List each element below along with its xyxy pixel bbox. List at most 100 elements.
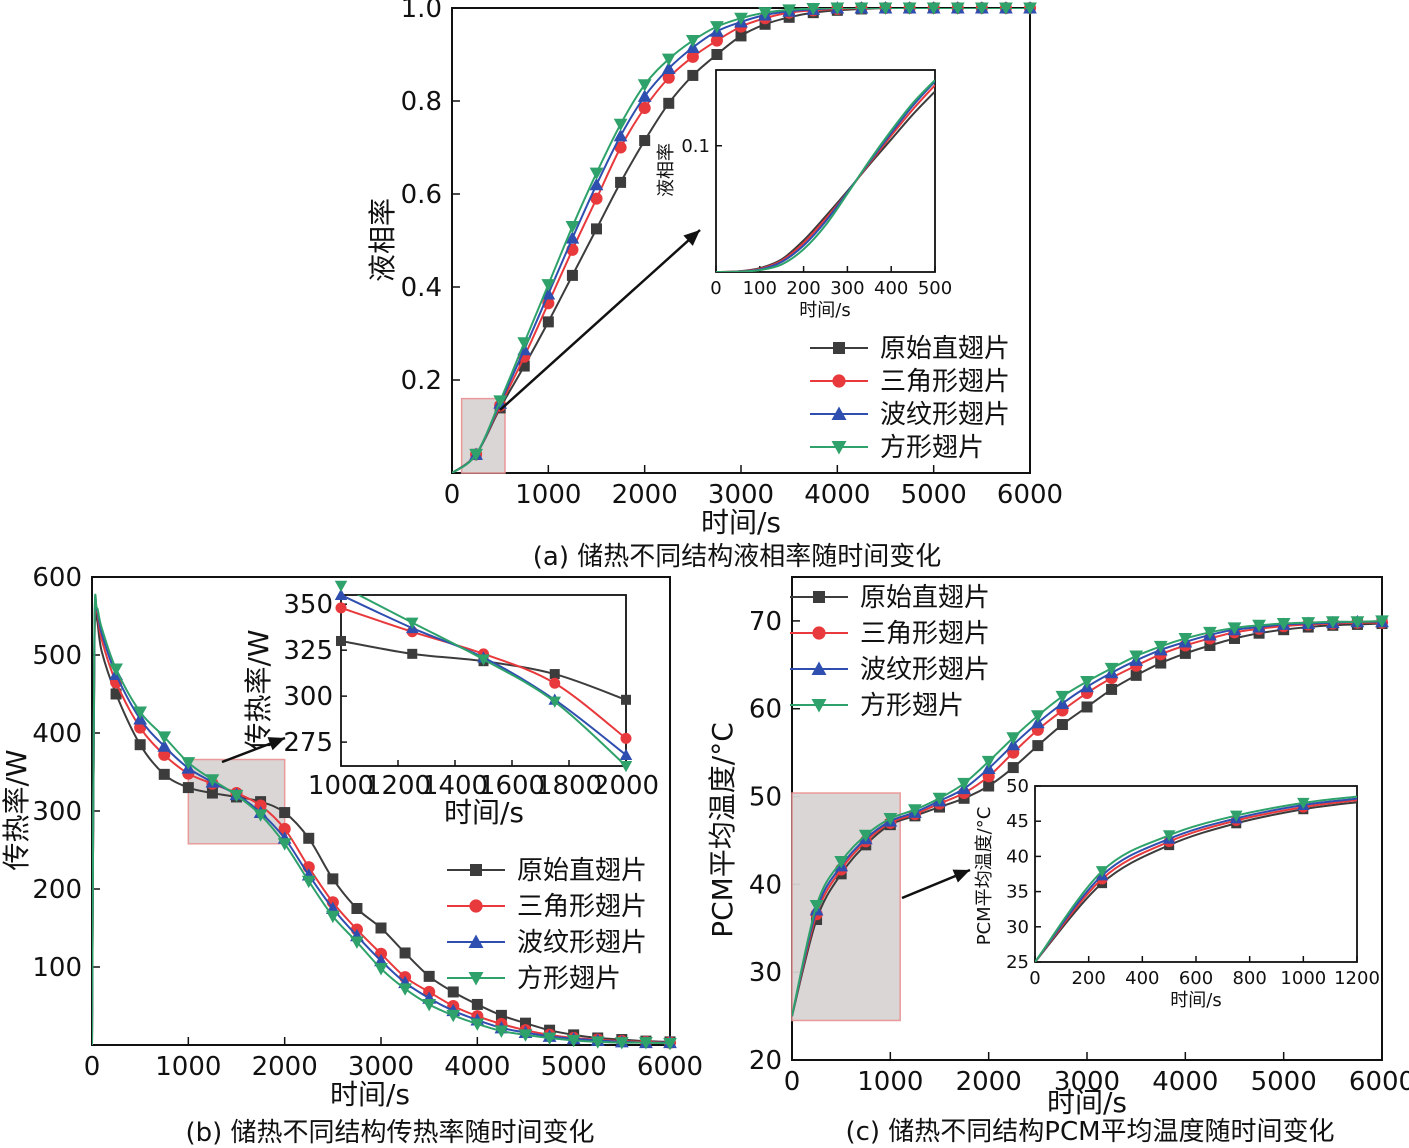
- panel-a-data-point: [615, 176, 627, 188]
- panel-c: 0 1000 2000 3000 4000 5000 6000203040506070时间/…: [706, 576, 1409, 1147]
- panel-b-legend-marker: [469, 899, 483, 913]
- panel-a-x-tick-label: 4000: [804, 480, 870, 510]
- panel-b-inset-y-label: 传热率/W: [242, 629, 275, 750]
- panel-a-caption: (a) 储热不同结构液相率随时间变化: [533, 542, 942, 572]
- panel-b-data-point: [182, 782, 194, 794]
- panel-b-data-point: [206, 787, 218, 799]
- panel-b-inset-data-point: [621, 694, 631, 705]
- panel-c-data-point: [1350, 616, 1365, 629]
- panel-c-data-point: [1179, 647, 1191, 659]
- panel-b-data-point: [253, 809, 268, 822]
- panel-a-inset-x-tick-label: 0: [710, 278, 721, 299]
- panel-c-y-tick-label: 50: [749, 783, 782, 813]
- panel-b-inset-x-tick-label: 1200: [365, 771, 431, 801]
- panel-c-inset-x-label: 时间/s: [1170, 990, 1221, 1011]
- panel-a-data-point: [589, 167, 604, 180]
- panel-a-data-point: [493, 395, 508, 408]
- panel-a-data-point: [711, 49, 723, 60]
- panel-b-y-tick-label: 500: [32, 641, 82, 671]
- panel-b-data-point: [374, 963, 388, 976]
- panel-a-data-point: [518, 360, 530, 372]
- panel-b-inset-data-point: [619, 761, 633, 773]
- panel-c-data-point: [1155, 657, 1167, 669]
- panel-a-data-point: [687, 69, 699, 81]
- panel-b-data-point: [446, 1009, 461, 1023]
- panel-a-inset-x-tick-label: 400: [874, 278, 908, 299]
- panel-b-inset-data-point: [549, 677, 561, 689]
- panel-b-x-tick-label: 4000: [444, 1052, 510, 1082]
- panel-b-data-point: [134, 739, 146, 751]
- panel-c-x-tick-label: 4000: [1152, 1067, 1218, 1097]
- panel-b-data-point: [663, 1037, 677, 1051]
- panel-a-data-point: [686, 50, 699, 63]
- panel-b-data-point: [590, 1036, 605, 1049]
- panel-b-y-tick-label: 600: [32, 563, 82, 593]
- panel-b-data-point: [303, 832, 315, 844]
- panel-b-legend-marker: [468, 934, 484, 948]
- panel-b-inset-x-tick-label: 1000: [308, 771, 374, 801]
- panel-b-y-tick-label: 200: [32, 875, 82, 905]
- panel-c-inset-x-tick-label: 1200: [1334, 968, 1380, 989]
- panel-c-data-point: [1032, 740, 1044, 752]
- panel-c-inset-y-tick-label: 35: [1006, 882, 1029, 903]
- panel-a-y-tick-label: 0.6: [401, 180, 442, 210]
- panel-a-y-tick-label: 0.8: [401, 87, 442, 117]
- panel-c-data-point: [1007, 762, 1019, 774]
- panel-a-data-point: [541, 287, 556, 300]
- panel-c-inset-x-tick-label: 600: [1179, 968, 1213, 989]
- panel-b-inset-x-tick-label: 1400: [422, 771, 488, 801]
- panel-b-data-point: [158, 748, 171, 761]
- panel-b-arrow-head: [267, 737, 285, 751]
- panel-b-inset-data-point: [336, 635, 346, 646]
- panel-b-inset-data-point: [406, 617, 419, 629]
- panel-c-data-point: [1081, 701, 1093, 713]
- panel-c-data-point: [1229, 632, 1240, 644]
- panel-c-inset-x-tick-label: 800: [1232, 968, 1266, 989]
- panel-c-x-tick-label: 1000: [857, 1067, 923, 1097]
- panel-c-x-tick-label: 6000: [1349, 1067, 1409, 1097]
- panel-c-y-tick-label: 70: [749, 607, 782, 637]
- panel-b-data-point: [495, 1009, 507, 1021]
- panel-b-data-point: [520, 1017, 531, 1029]
- panel-a-x-tick-label: 5000: [901, 480, 967, 510]
- panel-c-data-point: [932, 792, 947, 806]
- panel-a-x-tick-label: 6000: [997, 480, 1063, 510]
- panel-b-data-point: [375, 922, 387, 934]
- panel-a-data-point: [613, 129, 628, 142]
- panel-a-data-point: [758, 7, 772, 20]
- panel-c-inset-data-point: [1162, 830, 1176, 842]
- panel-c-data-point: [1080, 676, 1094, 689]
- panel-c-caption: (c) 储热不同结构PCM平均温度随时间变化: [845, 1117, 1334, 1147]
- panel-c-data-point: [1055, 690, 1070, 704]
- panel-b-data-point: [423, 970, 435, 982]
- panel-c-legend-label: 原始直翅片: [860, 583, 990, 613]
- panel-b-legend-label: 波纹形翅片: [517, 928, 647, 958]
- panel-b-inset-data-point: [334, 580, 348, 593]
- panel-c-data-point: [1204, 640, 1216, 651]
- panel-b-data-point: [181, 757, 196, 770]
- panel-c-data-point: [1301, 617, 1316, 630]
- panel-b-inset-data-point: [477, 654, 490, 666]
- panel-a-data-point: [734, 12, 748, 26]
- panel-a-legend-label: 方形翅片: [880, 433, 984, 463]
- panel-c-data-point: [908, 804, 922, 817]
- panel-c-data-point: [1130, 669, 1142, 681]
- panel-a-arrow-head: [683, 230, 700, 246]
- panel-c-data-point: [981, 755, 996, 769]
- panel-b-data-point: [350, 936, 364, 949]
- panel-a-x-tick-label: 1000: [515, 480, 581, 510]
- panel-b-inset-data-point: [548, 696, 561, 708]
- panel-b-data-point: [351, 903, 363, 914]
- panel-b-legend-label: 方形翅片: [517, 964, 621, 994]
- panel-a: 0 1000 2000 3000 4000 5000 60000.20.40.60.81.0…: [366, 0, 1063, 572]
- panel-c-data-point: [1153, 640, 1168, 654]
- panel-b-x-tick-label: 2000: [252, 1052, 318, 1082]
- panel-b-inset-data-point: [620, 732, 632, 744]
- panel-c-x-tick-label: 3000: [1054, 1067, 1120, 1097]
- panel-b-data-point: [301, 875, 316, 889]
- panel-a-legend-label: 原始直翅片: [880, 334, 1010, 364]
- panel-b-data-point: [471, 998, 483, 1010]
- panel-c-arrow-head: [952, 869, 970, 883]
- panel-a-data-point: [782, 4, 797, 17]
